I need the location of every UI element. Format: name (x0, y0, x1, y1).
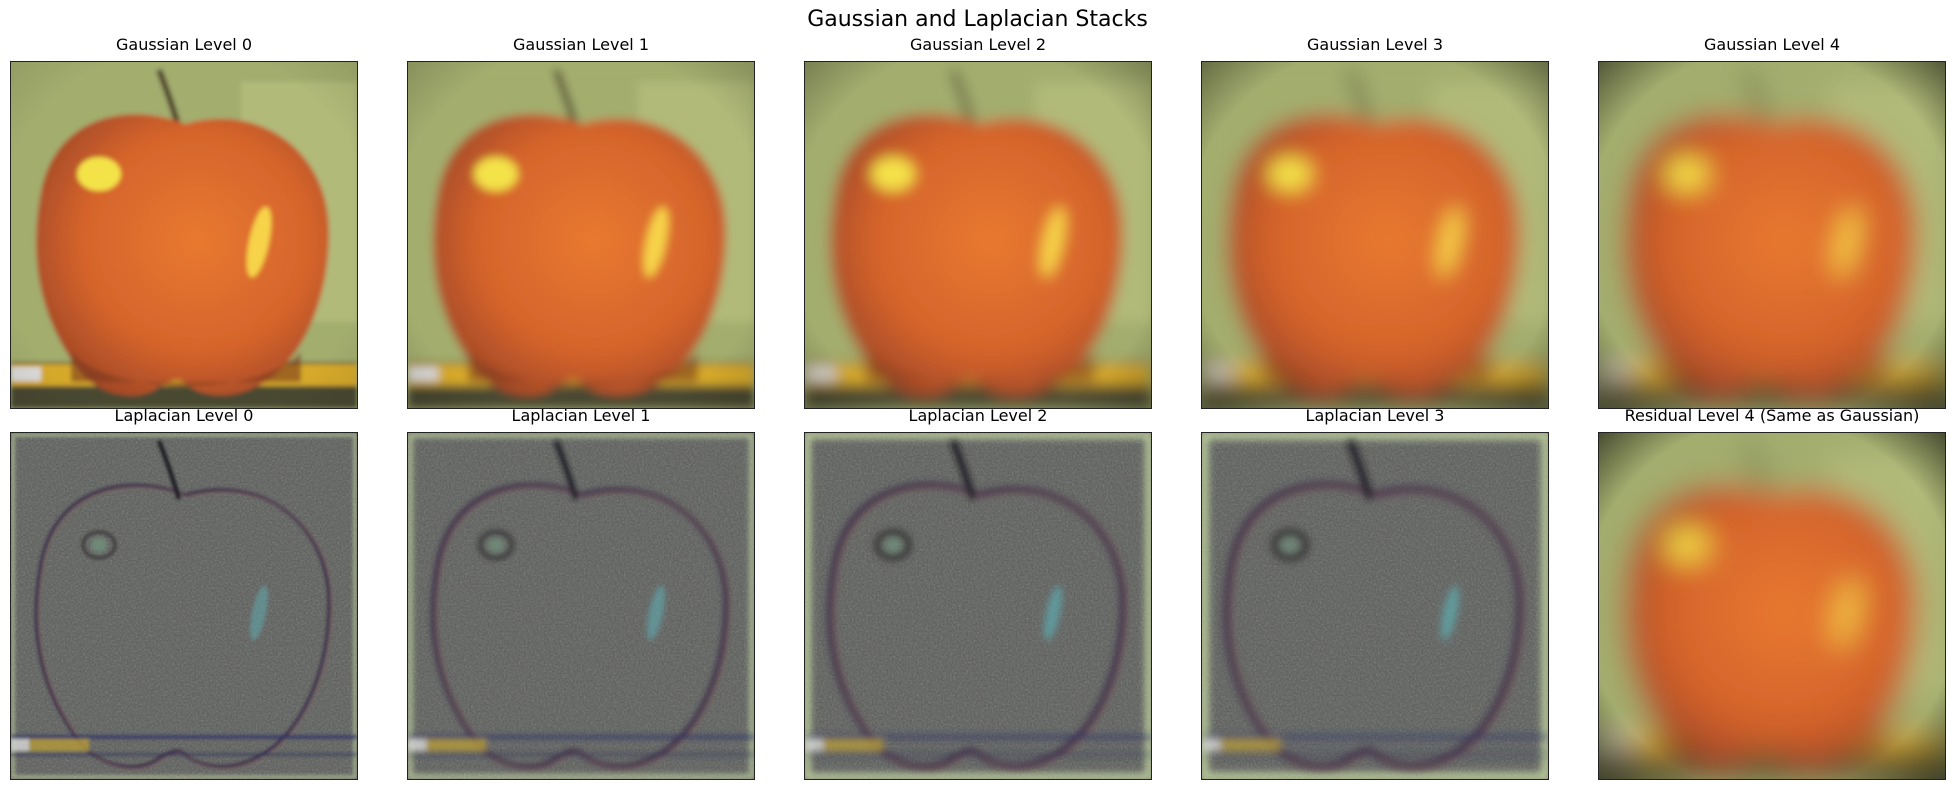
panel-laplacian-2: Laplacian Level 2 (804, 406, 1152, 780)
residual-level-4-image (1598, 432, 1946, 780)
panel-gaussian-4: Gaussian Level 4 (1598, 35, 1946, 409)
panel-title: Gaussian Level 3 (1307, 35, 1443, 54)
panel-laplacian-1: Laplacian Level 1 (407, 406, 755, 780)
laplacian-level-3-image (1201, 432, 1549, 780)
panel-title: Laplacian Level 3 (1305, 406, 1445, 425)
panel-gaussian-2: Gaussian Level 2 (804, 35, 1152, 409)
panel-title: Laplacian Level 2 (908, 406, 1048, 425)
gaussian-level-0-image (10, 61, 358, 409)
panel-title: Laplacian Level 0 (114, 406, 254, 425)
figure-title: Gaussian and Laplacian Stacks (807, 7, 1148, 32)
panel-gaussian-1: Gaussian Level 1 (407, 35, 755, 409)
panel-gaussian-0: Gaussian Level 0 (10, 35, 358, 409)
laplacian-level-1-image (407, 432, 755, 780)
panel-title: Gaussian Level 0 (116, 35, 252, 54)
panel-title: Gaussian Level 4 (1704, 35, 1840, 54)
laplacian-level-0-image (10, 432, 358, 780)
panel-title: Laplacian Level 1 (511, 406, 651, 425)
gaussian-level-4-image (1598, 61, 1946, 409)
panel-laplacian-3: Laplacian Level 3 (1201, 406, 1549, 780)
panel-residual-4: Residual Level 4 (Same as Gaussian) (1598, 406, 1946, 780)
panel-laplacian-0: Laplacian Level 0 (10, 406, 358, 780)
gaussian-level-3-image (1201, 61, 1549, 409)
panel-title: Residual Level 4 (Same as Gaussian) (1624, 406, 1920, 425)
laplacian-level-2-image (804, 432, 1152, 780)
panel-title: Gaussian Level 2 (910, 35, 1046, 54)
gaussian-level-1-image (407, 61, 755, 409)
panel-title: Gaussian Level 1 (513, 35, 649, 54)
panel-gaussian-3: Gaussian Level 3 (1201, 35, 1549, 409)
gaussian-level-2-image (804, 61, 1152, 409)
